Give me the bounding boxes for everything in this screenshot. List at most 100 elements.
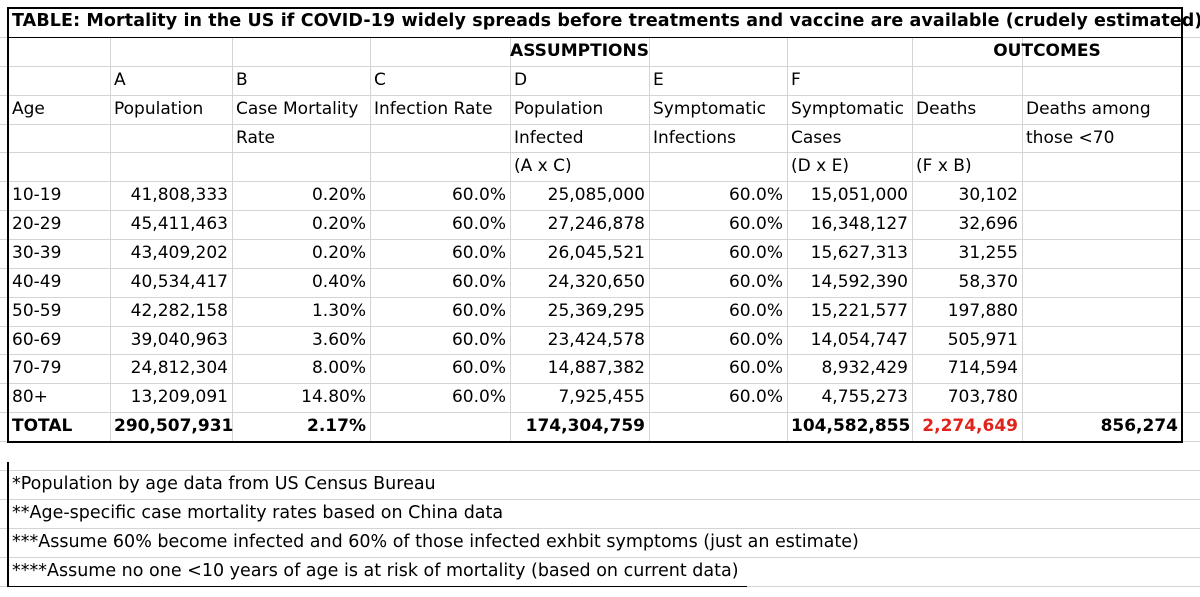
table-cell: 41,808,333 — [130, 185, 228, 205]
gridline-horizontal — [0, 557, 1200, 558]
note-row: ***Assume 60% become infected and 60% of… — [0, 528, 1200, 557]
table-cell: 8,932,429 — [821, 358, 908, 378]
column-header-cell: (A x C) — [514, 156, 572, 176]
table-title: TABLE: Mortality in the US if COVID-19 w… — [12, 11, 1200, 31]
column-letter-row: A B C D E F — [0, 66, 1200, 95]
table-row: 10-19 41,808,333 0.20% 60.0% 25,085,000 60.0%… — [0, 181, 1200, 210]
column-header-cell — [370, 152, 510, 181]
table-cell: 4,755,273 — [821, 387, 908, 407]
column-header-cell: Symptomatic — [653, 99, 766, 119]
gridline-horizontal — [0, 239, 1200, 240]
note-row: *Population by age data from US Census B… — [0, 470, 1200, 499]
column-letter-c: C — [374, 70, 386, 90]
column-header-cell: (F x B) — [916, 156, 972, 176]
title-row: TABLE: Mortality in the US if COVID-19 w… — [0, 7, 1200, 37]
gridline-horizontal — [0, 66, 1200, 67]
border-left — [7, 7, 9, 441]
table-cell — [1022, 239, 1182, 268]
gridline-horizontal — [0, 528, 1200, 529]
table-cell: 23,424,578 — [547, 330, 645, 350]
gridline-horizontal — [0, 124, 1200, 125]
gridline-horizontal — [0, 181, 1200, 182]
table-cell: 42,282,158 — [130, 301, 228, 321]
notes-border-bottom — [7, 586, 747, 587]
column-header-cell: Case Mortality — [236, 99, 359, 119]
table-cell: 60.0% — [728, 330, 783, 350]
table-cell: 14,887,382 — [547, 358, 645, 378]
column-header-cell: those <70 — [1026, 128, 1115, 148]
gridline-horizontal — [0, 354, 1200, 355]
table-cell: 15,221,577 — [810, 301, 908, 321]
column-header-cell — [1022, 152, 1182, 181]
table-cell: 13,209,091 — [130, 387, 228, 407]
table-cell: 703,780 — [947, 387, 1018, 407]
table-cell: 8.00% — [311, 358, 366, 378]
table-cell: 14,054,747 — [810, 330, 908, 350]
table-row: 30-39 43,409,202 0.20% 60.0% 26,045,521 60.0%… — [0, 239, 1200, 268]
total-cell: 290,507,931 — [114, 416, 234, 436]
total-cell — [649, 412, 787, 441]
gridline-horizontal — [0, 297, 1200, 298]
table-row: 70-79 24,812,304 8.00% 60.0% 14,887,382 60.0%… — [0, 354, 1200, 383]
table-cell: 60.0% — [451, 358, 506, 378]
table-cell: 39,040,963 — [130, 330, 228, 350]
column-header-cell: Age — [12, 99, 45, 119]
gridline-horizontal — [0, 210, 1200, 211]
column-header-cell — [110, 152, 232, 181]
table-cell — [1022, 297, 1182, 326]
table-cell: 60.0% — [728, 272, 783, 292]
column-letter-b: B — [236, 70, 248, 90]
total-cell: 104,582,855 — [791, 416, 911, 436]
gridline-horizontal — [0, 326, 1200, 327]
table-cell: 15,051,000 — [810, 185, 908, 205]
gridline-horizontal — [0, 95, 1200, 96]
table-cell: 25,085,000 — [547, 185, 645, 205]
column-letter-d: D — [514, 70, 528, 90]
gridline-horizontal — [0, 268, 1200, 269]
table-cell: 60.0% — [728, 301, 783, 321]
table-cell: 24,320,650 — [547, 272, 645, 292]
table-cell: 14,592,390 — [810, 272, 908, 292]
footnote: *Population by age data from US Census B… — [12, 474, 436, 494]
column-header-cell: Population — [514, 99, 604, 119]
table-row: 80+ 13,209,091 14.80% 60.0% 7,925,455 60.0% 4,… — [0, 383, 1200, 412]
gridline-horizontal — [0, 470, 1200, 471]
table-cell: 16,348,127 — [810, 214, 908, 234]
column-header-cell — [110, 124, 232, 153]
table-cell: 50-59 — [12, 301, 62, 321]
column-header-cell: (D x E) — [791, 156, 849, 176]
header-row: Rate Infected Infections Cases those <70 — [0, 124, 1200, 152]
table-cell: 40-49 — [12, 272, 62, 292]
table-cell: 45,411,463 — [130, 214, 228, 234]
column-header-cell — [649, 152, 787, 181]
note-row: **Age-specific case mortality rates base… — [0, 499, 1200, 528]
notes-border-left — [7, 462, 9, 586]
column-header-cell: Infections — [653, 128, 736, 148]
column-header-cell — [232, 152, 370, 181]
table-row: 20-29 45,411,463 0.20% 60.0% 27,246,878 60.0%… — [0, 210, 1200, 239]
column-letter-e: E — [653, 70, 664, 90]
table-cell: 60.0% — [728, 358, 783, 378]
gridline-horizontal — [0, 383, 1200, 384]
table-cell: 7,925,455 — [558, 387, 645, 407]
table-cell: 60.0% — [451, 272, 506, 292]
table-cell: 60-69 — [12, 330, 62, 350]
table-cell: 714,594 — [947, 358, 1018, 378]
table-cell — [1022, 354, 1182, 383]
header-row: (A x C) (D x E) (F x B) — [0, 152, 1200, 181]
column-header-cell: Cases — [791, 128, 842, 148]
column-header-cell — [370, 124, 510, 153]
table-cell: 1.30% — [311, 301, 366, 321]
table-cell: 60.0% — [451, 387, 506, 407]
table-cell — [1022, 326, 1182, 355]
column-header-cell — [8, 152, 110, 181]
table-row: 60-69 39,040,963 3.60% 60.0% 23,424,578 60.0%… — [0, 326, 1200, 354]
column-header-cell — [912, 124, 1022, 153]
column-letter-a: A — [114, 70, 126, 90]
table-cell: 30,102 — [958, 185, 1018, 205]
table-cell: 24,812,304 — [130, 358, 228, 378]
table-cell: 60.0% — [728, 214, 783, 234]
table-cell — [1022, 268, 1182, 297]
outcomes-header: OUTCOMES — [993, 41, 1101, 61]
